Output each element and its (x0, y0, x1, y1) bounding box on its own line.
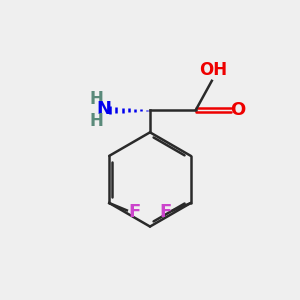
Text: H: H (89, 90, 103, 108)
Text: OH: OH (199, 61, 227, 79)
Text: H: H (89, 112, 103, 130)
Text: F: F (128, 203, 140, 221)
Text: F: F (160, 203, 172, 221)
Text: N: N (96, 100, 111, 118)
Text: O: O (230, 101, 245, 119)
